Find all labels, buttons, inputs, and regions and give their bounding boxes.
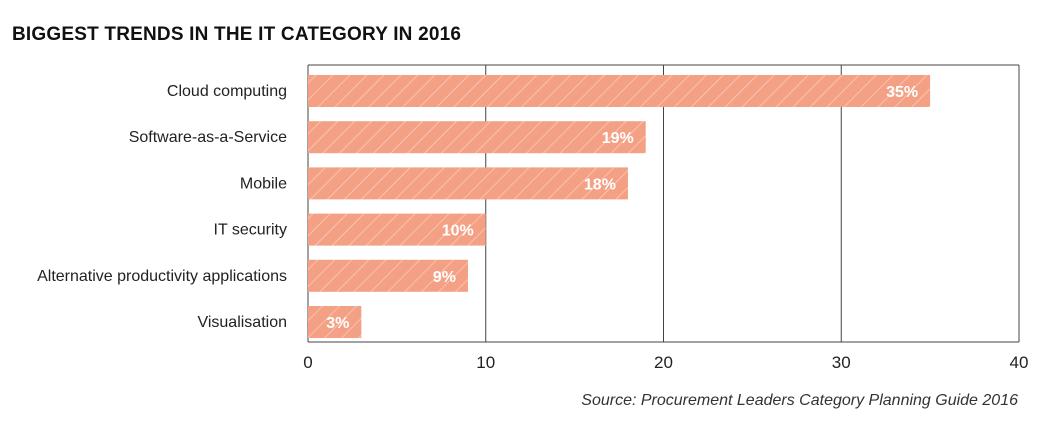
x-tick-label: 10	[476, 353, 495, 372]
bar	[308, 259, 468, 292]
category-label: Visualisation	[197, 314, 287, 331]
category-label: IT security	[214, 222, 288, 239]
x-tick-label: 30	[832, 353, 851, 372]
x-tick-label: 40	[1010, 353, 1029, 372]
x-tick-label: 0	[303, 353, 312, 372]
data-label: 10%	[442, 223, 474, 240]
data-label: 35%	[886, 84, 918, 101]
bar	[308, 75, 931, 107]
data-label: 9%	[433, 269, 456, 286]
data-label: 3%	[326, 315, 349, 332]
category-label: Mobile	[240, 175, 287, 192]
labels-layer: Cloud computing 35% Software-as-a-Service 1…	[37, 83, 918, 332]
category-label: Alternative productivity applications	[37, 268, 287, 285]
grid-layer	[307, 64, 1020, 343]
category-label: Software-as-a-Service	[129, 129, 287, 146]
x-axis: 0 10 20 30 40	[303, 353, 1028, 372]
bars-layer	[308, 75, 931, 338]
bar	[308, 167, 628, 200]
bar	[308, 213, 486, 246]
x-tick-label: 20	[654, 353, 673, 372]
bar-chart: Cloud computing 35% Software-as-a-Service 1…	[37, 64, 1028, 372]
category-label: Cloud computing	[167, 83, 287, 100]
source-note: Source: Procurement Leaders Category Pla…	[581, 392, 1018, 409]
chart-title: BIGGEST TRENDS IN THE IT CATEGORY IN 201…	[12, 24, 462, 45]
bar	[308, 121, 646, 154]
data-label: 18%	[584, 176, 616, 193]
data-label: 19%	[602, 130, 634, 147]
bar	[308, 306, 362, 338]
